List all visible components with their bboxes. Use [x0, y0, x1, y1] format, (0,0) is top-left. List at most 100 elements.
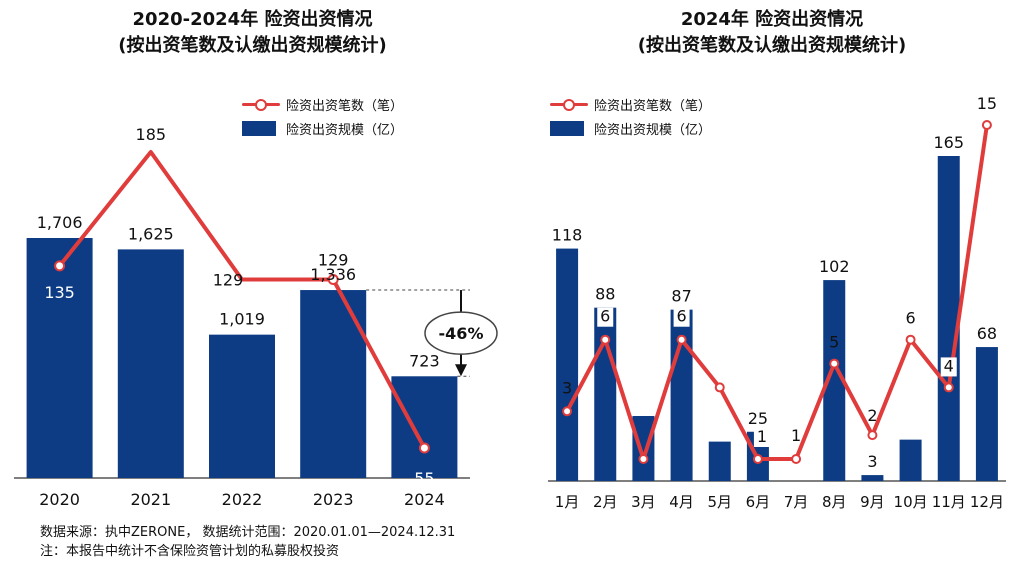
x-tick-label: 2022: [222, 490, 263, 509]
x-tick-label: 3月: [631, 493, 656, 511]
line-point: [752, 454, 763, 464]
x-tick-label: 2020: [39, 490, 80, 509]
line-value-label: 6: [600, 307, 610, 326]
bar-value-label: 165: [933, 133, 964, 152]
bar: [556, 248, 579, 481]
change-annotation-bubble: [424, 311, 498, 355]
bar: [594, 307, 617, 481]
line-point: [981, 120, 992, 130]
x-tick-label: 2023: [313, 490, 354, 509]
x-tick-label: 10月: [894, 493, 928, 511]
chart-title: 2024年 险资出资情况: [680, 9, 864, 30]
x-tick-label: 5月: [707, 493, 732, 511]
change-annotation-label: -46%: [439, 324, 484, 343]
legend-item-scale: 险资出资规模（亿）: [242, 116, 403, 140]
line-value-label: 55: [414, 469, 434, 488]
line-point: [791, 454, 802, 464]
bar: [899, 439, 922, 481]
chart-legend: 险资出资笔数（笔） 险资出资规模（亿）: [242, 92, 403, 140]
bar-value-label: 118: [552, 226, 583, 245]
line-point: [676, 334, 687, 345]
legend-item-scale: 险资出资规模（亿）: [550, 116, 711, 140]
line-point: [418, 442, 430, 454]
legend-label: 险资出资规模（亿）: [286, 122, 404, 138]
change-arrow-head-icon: [455, 364, 467, 377]
x-tick-label: 7月: [784, 493, 809, 511]
line-value-label: 5: [829, 333, 839, 352]
line-point: [829, 358, 840, 369]
bar-value-label: 102: [819, 257, 850, 276]
x-tick-label: 2021: [130, 490, 171, 509]
annual-chart-plot: 2020 2021 2022 2023 2024 1,706 1,625 1,019 1,336…: [14, 125, 498, 509]
chart-subtitle: (按出资笔数及认缴出资规模统计): [637, 35, 907, 56]
line-point: [600, 334, 611, 345]
line-value-label: 3: [562, 378, 572, 397]
bar: [937, 156, 960, 481]
line-point: [905, 334, 916, 345]
line-series: [58, 150, 427, 449]
line-value-label: 1: [791, 426, 801, 445]
x-tick-label: 9月: [860, 493, 885, 511]
bar-value-label: 1,336: [310, 265, 356, 284]
bar-value-label: 25: [748, 409, 768, 428]
bar-value-label: 3: [867, 452, 877, 471]
line-point: [714, 382, 725, 393]
bar-value-label: 1,706: [37, 213, 83, 232]
chart-title: 2020-2024年 险资出资情况: [132, 9, 373, 30]
bar-value-label: 723: [409, 351, 440, 370]
line-series: [565, 124, 989, 461]
line-label-box: [597, 307, 614, 327]
data-source-note: 数据来源：执中ZERONE， 数据统计范围：2020.01.01—2024.12…: [40, 525, 456, 540]
legend-label: 险资出资笔数（笔）: [594, 98, 712, 114]
chart-legend: 险资出资笔数（笔） 险资出资规模（亿）: [550, 92, 711, 140]
line-label-box: [673, 307, 690, 327]
x-tick-label: 1月: [555, 493, 580, 511]
bar: [117, 249, 184, 478]
bar-value-label: 88: [595, 285, 615, 304]
line-label-box: [753, 428, 770, 447]
line-label-box: [940, 357, 957, 377]
bar: [391, 376, 458, 478]
bar-value-label: 1,019: [219, 310, 265, 329]
bar: [209, 334, 275, 478]
line-value-label: 6: [676, 307, 686, 326]
line-value-label: 4: [944, 356, 954, 375]
monthly-chart-panel: 2024年 险资出资情况 (按出资笔数及认缴出资规模统计) 险资出资笔数（笔） …: [520, 0, 1024, 520]
line-point: [638, 454, 649, 464]
line-point: [54, 260, 66, 272]
bar: [975, 347, 998, 481]
bar-value-label: 68: [977, 324, 997, 343]
line-value-label: 129: [213, 271, 244, 290]
legend-item-count: 险资出资笔数（笔）: [242, 92, 403, 116]
bar: [26, 238, 93, 478]
bar: [632, 416, 655, 481]
x-tick-label: 4月: [669, 493, 694, 511]
annual-chart-panel: 2020-2024年 险资出资情况 (按出资笔数及认缴出资规模统计) 险资出资笔…: [0, 0, 505, 520]
legend-bar-swatch-icon: [550, 120, 584, 136]
x-tick-label: 6月: [746, 493, 771, 511]
chart-subtitle: (按出资笔数及认缴出资规模统计): [118, 35, 387, 56]
line-point: [562, 406, 573, 417]
line-point: [327, 274, 339, 286]
legend-line-marker-icon: [242, 96, 280, 112]
line-point: [943, 382, 954, 393]
bar-value-label: 87: [671, 287, 691, 306]
line-value-label: 129: [318, 251, 349, 270]
bar: [823, 280, 846, 481]
legend-label: 险资出资规模（亿）: [594, 122, 712, 138]
line-value-label: 185: [136, 125, 167, 144]
x-tick-label: 12月: [970, 493, 1004, 511]
line-point: [867, 430, 878, 441]
bar: [861, 475, 884, 481]
legend-line-marker-icon: [550, 96, 588, 112]
line-value-label: 1: [757, 427, 767, 446]
line-value-label: 2: [867, 406, 877, 425]
line-value-label: 6: [905, 309, 915, 328]
x-tick-label: 11月: [932, 493, 966, 511]
line-value-label: 15: [977, 94, 997, 113]
bar-value-label: 1,625: [128, 224, 174, 243]
x-tick-label: 8月: [822, 493, 847, 511]
line-value-label: 135: [44, 283, 75, 302]
bar: [708, 441, 731, 481]
